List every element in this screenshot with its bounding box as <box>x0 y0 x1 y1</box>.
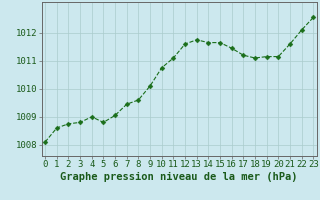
X-axis label: Graphe pression niveau de la mer (hPa): Graphe pression niveau de la mer (hPa) <box>60 172 298 182</box>
